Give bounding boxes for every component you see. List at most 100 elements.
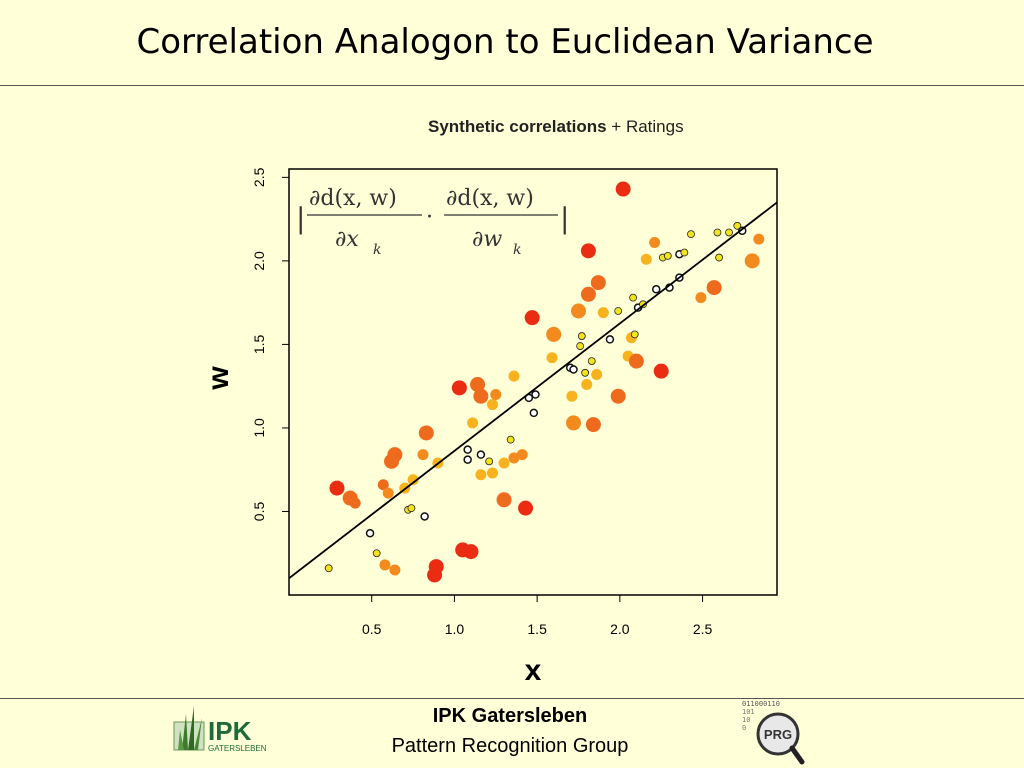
data-point [580,243,596,259]
y-tick-label: 1.5 [251,334,267,354]
data-point [546,326,562,342]
data-point [581,379,593,391]
data-point [518,500,534,516]
y-tick-label: 2.0 [251,251,267,271]
data-point [590,275,606,291]
data-point [566,390,578,402]
x-tick-label: 0.5 [362,621,382,637]
title-divider [0,85,1024,86]
ipk-logo-text: IPK [208,716,252,746]
data-point [591,368,603,380]
data-point [486,399,498,411]
data-point [417,449,429,461]
data-point [490,389,502,401]
data-point [576,342,585,350]
data-point [651,285,661,294]
data-point [640,253,652,265]
formula-num-2: ∂d(x, w) [446,186,534,211]
data-point [470,377,486,393]
magnifier-handle [789,745,805,765]
data-point [498,457,510,469]
data-point [467,417,479,429]
data-point [628,353,644,369]
data-point [725,228,733,237]
data-point [387,447,403,463]
data-point [610,388,626,404]
data-point [585,417,601,433]
formula: | ∂d(x, w) ∂x k · ∂d(x, w) ∂w k | [296,186,569,258]
data-point [577,332,586,340]
data-point [733,221,742,230]
x-axis-ticks: 0.5 1.0 1.5 2.0 2.5 [362,595,713,637]
data-point [615,181,631,197]
data-point [663,251,672,260]
data-point [753,233,765,245]
regression-line [289,201,777,580]
data-point [377,479,389,491]
y-tick-label: 2.5 [251,167,267,187]
data-point [605,335,615,344]
data-point [365,528,375,538]
scatter-chart: 0.5 1.0 1.5 2.0 2.5 0.5 1.0 1.5 2.0 2.5 x w | ∂d… [202,167,778,687]
formula-sub-2: k [513,242,521,258]
footer-institute: IPK Gatersleben [432,705,588,727]
data-point [715,253,724,262]
data-point [463,544,479,560]
data-point [713,228,722,237]
data-point [524,310,540,326]
y-tick-label: 1.0 [251,418,267,438]
data-point [614,307,623,315]
prg-logo: 011000110 101 10 0 PRG [742,700,805,765]
x-axis-label: x [525,654,542,687]
footer-group: Pattern Recognition Group [391,735,629,757]
data-point [531,390,540,399]
formula-num-1: ∂d(x, w) [309,186,397,211]
x-tick-label: 1.5 [527,621,547,637]
y-tick-label: 0.5 [251,502,267,522]
data-point [349,497,361,509]
data-point [508,452,520,464]
data-point [695,292,707,304]
x-tick-label: 2.0 [610,621,630,637]
data-point [546,352,558,364]
data-point [475,469,487,481]
prg-logo-text: PRG [764,727,792,742]
data-point [566,415,582,431]
data-point [649,237,661,249]
data-point [508,370,520,382]
y-axis-ticks: 0.5 1.0 1.5 2.0 2.5 [251,167,289,521]
svg-text:10: 10 [742,716,750,724]
formula-den-1: ∂x [335,227,359,252]
data-point [418,425,434,441]
footer-divider [0,698,1024,699]
data-point [529,408,539,418]
data-point [420,512,429,521]
prg-binary-text: 011000110 [742,700,780,708]
data-point [372,549,381,558]
plot-frame [288,168,778,596]
data-point [486,467,498,479]
chart-title: Synthetic correlations + Ratings [428,117,684,137]
data-point [476,450,486,459]
formula-den-2: ∂w [472,227,502,252]
data-point [687,230,695,239]
data-point [570,303,586,319]
data-point [451,380,467,396]
data-point [324,564,333,573]
data-point [379,559,391,571]
x-tick-label: 2.5 [693,621,713,637]
formula-dot: · [426,205,433,230]
svg-text:0: 0 [742,724,746,732]
data-point [496,492,512,508]
data-point [653,363,669,379]
data-point [506,435,515,444]
slide-title: Correlation Analogon to Euclidean Varian… [136,22,874,62]
data-point [463,455,472,464]
chart-title-rest: + Ratings [611,117,684,136]
data-point [706,280,722,296]
data-point [630,330,639,339]
data-point [407,504,416,513]
ipk-logo-subtext: GATERSLEBEN [208,744,267,753]
data-point [581,368,590,377]
data-point [473,388,489,404]
